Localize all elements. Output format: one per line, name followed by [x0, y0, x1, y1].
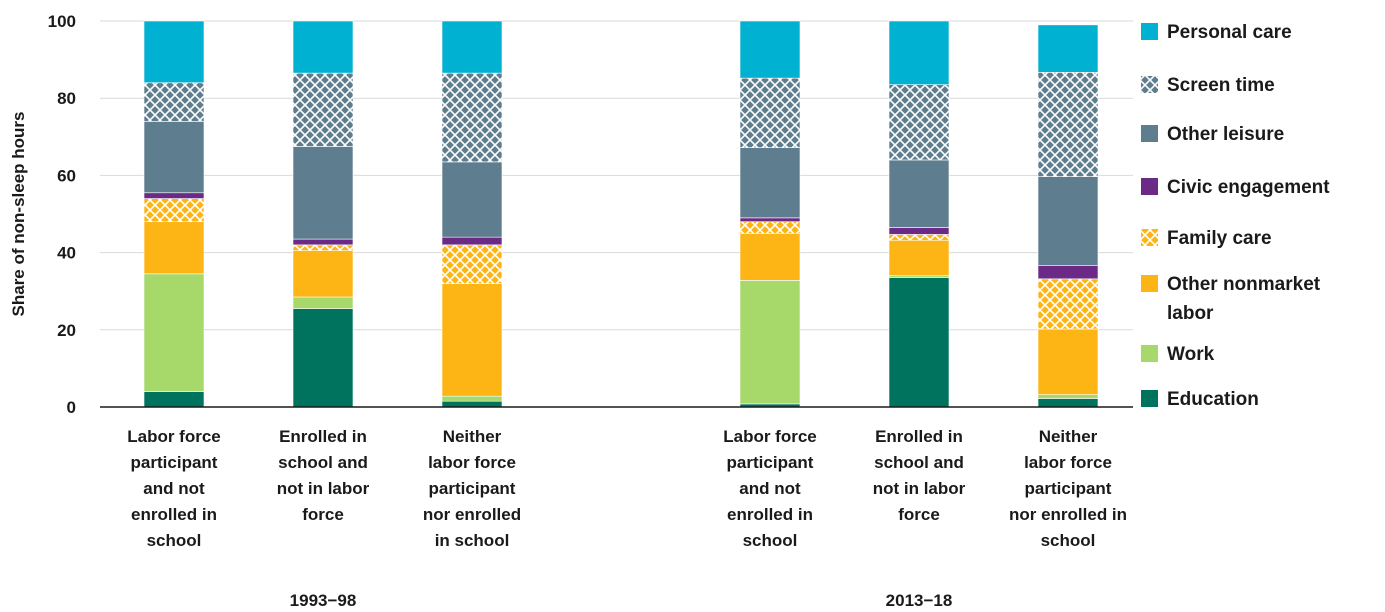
- bar-segment-personal-care: [888, 20, 950, 85]
- legend-item-other-nonmarket-labor: Other nonmarket labor: [1141, 274, 1321, 324]
- legend-label: Other leisure: [1167, 124, 1284, 145]
- legend-label: Other nonmarket labor: [1167, 274, 1321, 324]
- legend-item-education: Education: [1141, 389, 1259, 410]
- bar-segment-civic-engagement: [739, 217, 801, 223]
- bar-segment-screen-time: [739, 77, 801, 148]
- legend-swatch: [1141, 23, 1158, 40]
- category-label: Labor force participant and not enrolled in…: [127, 427, 221, 550]
- category-label: Neither labor force participant nor enrolle…: [1009, 427, 1127, 550]
- bar-segment-other-leisure: [441, 161, 503, 238]
- bar-segment-screen-time: [143, 82, 205, 122]
- bar-segment-other-nonmarket-labor: [441, 283, 503, 397]
- legend-item-family-care: Family care: [1141, 228, 1272, 249]
- y-tick-label: 40: [57, 244, 76, 263]
- bar-segment-civic-engagement: [441, 236, 503, 246]
- category-label: Labor force participant and not enrolled in…: [723, 427, 817, 550]
- bar-segment-other-leisure: [739, 147, 801, 219]
- bar-segment-work: [441, 395, 503, 402]
- bar-segment-work: [143, 273, 205, 392]
- legend-label: Screen time: [1167, 75, 1275, 96]
- bar-segment-other-nonmarket-labor: [739, 233, 801, 281]
- bar-segment-other-leisure: [888, 159, 950, 228]
- legend-swatch: [1141, 345, 1158, 362]
- period-labels: 1993−98 2013−18: [290, 591, 953, 610]
- bar-segment-other-leisure: [292, 146, 354, 240]
- legend-swatch: [1141, 76, 1158, 93]
- legend-label: Education: [1167, 389, 1259, 410]
- y-tick-label: 100: [48, 12, 76, 31]
- bar-segment-other-leisure: [1037, 176, 1099, 266]
- legend-item-other-leisure: Other leisure: [1141, 124, 1284, 145]
- bar-segment-screen-time: [292, 72, 354, 147]
- bar-segment-family-care: [739, 221, 801, 234]
- bar-segment-family-care: [143, 198, 205, 223]
- bar-segment-family-care: [888, 234, 950, 241]
- bar-segment-civic-engagement: [143, 192, 205, 199]
- bar-segment-screen-time: [1037, 72, 1099, 177]
- legend-item-civic-engagement: Civic engagement: [1141, 177, 1330, 198]
- y-tick-label: 80: [57, 89, 76, 108]
- legend-label: Civic engagement: [1167, 177, 1330, 198]
- legend-swatch: [1141, 275, 1158, 292]
- bar-segment-personal-care: [441, 20, 503, 74]
- legend-item-work: Work: [1141, 344, 1215, 365]
- category-label: Enrolled in school and not in labor force: [873, 427, 966, 524]
- bar-segment-family-care: [292, 244, 354, 251]
- bar-segment-other-leisure: [143, 121, 205, 194]
- legend-label: Family care: [1167, 228, 1272, 249]
- period-label: 2013−18: [886, 591, 953, 610]
- bar-segment-screen-time: [441, 72, 503, 163]
- bar-segment-work: [292, 296, 354, 309]
- legend-item-screen-time: Screen time: [1141, 75, 1275, 96]
- bar-segment-screen-time: [888, 84, 950, 161]
- period-label: 1993−98: [290, 591, 357, 610]
- bar-segment-personal-care: [292, 20, 354, 74]
- legend: Personal care Screen time Other leisure Civ…: [1141, 22, 1330, 410]
- legend-label: Work: [1167, 344, 1215, 365]
- bar-segment-work: [1037, 394, 1099, 399]
- bar-segment-other-nonmarket-labor: [292, 250, 354, 298]
- bar-segment-family-care: [1037, 278, 1099, 330]
- legend-swatch: [1141, 390, 1158, 407]
- bar-segment-education: [143, 391, 205, 408]
- y-tick-label: 0: [67, 398, 76, 417]
- legend-swatch: [1141, 178, 1158, 195]
- category-label: Neither labor force participant nor enrolle…: [423, 427, 521, 550]
- legend-swatch: [1141, 229, 1158, 246]
- bars: [143, 20, 1099, 408]
- bar-segment-personal-care: [739, 20, 801, 79]
- legend-swatch: [1141, 125, 1158, 142]
- gridlines: [100, 20, 1133, 331]
- bar-segment-personal-care: [1037, 24, 1099, 73]
- category-label: Enrolled in school and not in labor force: [277, 427, 370, 524]
- y-tick-label: 60: [57, 166, 76, 185]
- bar-segment-education: [1037, 398, 1099, 408]
- bar-segment-work: [739, 280, 801, 405]
- bar-segment-civic-engagement: [1037, 265, 1099, 280]
- y-tick-label: 20: [57, 321, 76, 340]
- category-labels: Labor force participant and not enrolled in…: [127, 427, 1127, 550]
- bar-segment-education: [441, 400, 503, 408]
- bar-segment-education: [888, 277, 950, 408]
- legend-label: Personal care: [1167, 22, 1292, 43]
- y-axis-ticks: 0 20 40 60 80 100: [48, 12, 76, 417]
- bar-segment-family-care: [441, 244, 503, 284]
- legend-item-personal-care: Personal care: [1141, 22, 1292, 43]
- bar-segment-other-nonmarket-labor: [888, 239, 950, 277]
- bar-segment-education: [292, 308, 354, 408]
- bar-segment-personal-care: [143, 20, 205, 84]
- bar-segment-civic-engagement: [292, 238, 354, 246]
- bar-segment-other-nonmarket-labor: [1037, 328, 1099, 395]
- bar-segment-civic-engagement: [888, 227, 950, 235]
- y-axis-label: Share of non-sleep hours: [9, 112, 28, 317]
- bar-segment-other-nonmarket-labor: [143, 221, 205, 275]
